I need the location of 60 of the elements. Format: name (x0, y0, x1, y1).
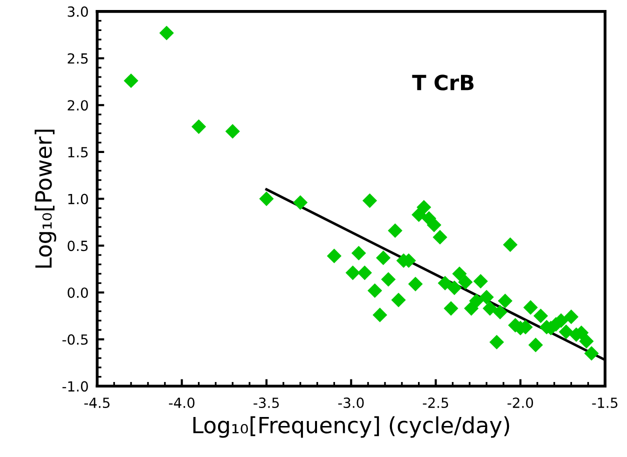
point (326, 248, 342, 264)
y-tick-label: -1.0 (62, 381, 88, 392)
y-tick-label: 2.5 (68, 53, 88, 64)
point (528, 338, 543, 352)
point (362, 193, 378, 208)
point (492, 304, 508, 320)
point (351, 246, 366, 260)
y-tick-label: 2.0 (68, 100, 88, 111)
point (489, 334, 504, 350)
point (408, 276, 423, 292)
point (447, 280, 462, 296)
point (482, 301, 498, 316)
point (293, 195, 308, 210)
point (388, 223, 402, 238)
point (368, 283, 382, 298)
point (533, 308, 548, 324)
x-tick-label: -2.5 (422, 398, 448, 408)
y-tick-label: 3.0 (68, 6, 88, 17)
annotation: T CrB (412, 74, 474, 90)
point (473, 274, 488, 289)
y-tick-label: 1.0 (68, 194, 88, 204)
y-tick-label: -0.5 (62, 334, 88, 345)
y-axis-title: Log₁₀[Power] (34, 130, 56, 268)
point (391, 292, 406, 308)
point (426, 218, 442, 232)
x-tick-label: -3.5 (254, 398, 279, 408)
x-tick-label: -2.0 (508, 398, 534, 408)
point (469, 294, 484, 308)
point (564, 310, 578, 324)
point (432, 230, 448, 244)
point (458, 274, 473, 290)
point (376, 250, 391, 266)
point (416, 200, 432, 215)
x-tick-label: -4.0 (168, 398, 194, 408)
x-tick-label: -4.5 (84, 398, 110, 408)
x-tick-label: -1.5 (592, 398, 618, 408)
point (479, 290, 494, 304)
point (372, 308, 388, 322)
point (259, 192, 274, 206)
point (558, 324, 574, 340)
point (357, 266, 372, 280)
point (225, 124, 240, 139)
point (191, 119, 206, 134)
point (381, 272, 396, 287)
point (159, 26, 174, 40)
point (346, 266, 360, 280)
point (584, 346, 599, 361)
x-axis-title: Log₁₀[Frequency] (cycle/day) (193, 416, 510, 438)
point (502, 237, 518, 252)
y-tick-label: 0.5 (68, 240, 88, 252)
point (438, 276, 452, 290)
point (523, 300, 538, 315)
y-tick-label: 1.5 (68, 147, 88, 158)
point (124, 73, 138, 88)
x-tick-label: -3.0 (338, 398, 364, 408)
point (498, 294, 512, 308)
point (452, 266, 467, 282)
point (579, 334, 594, 348)
y-tick-label: 0.0 (68, 287, 88, 298)
point (444, 301, 458, 316)
